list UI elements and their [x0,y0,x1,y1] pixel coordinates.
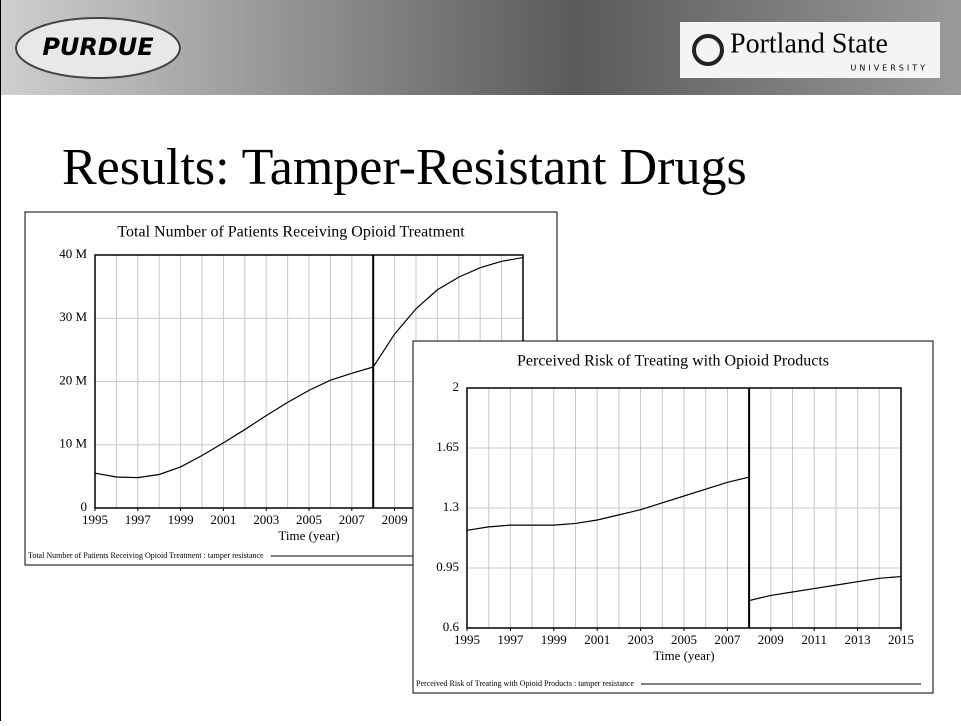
series-line [466,476,902,602]
x-axis-label: Time (year) [653,648,714,663]
series-line [94,256,524,479]
x-tick-label: 2009 [382,512,408,527]
y-tick-label: 1.3 [443,499,459,514]
x-tick-label: 2005 [671,632,697,647]
slide-title: Results: Tamper-Resistant Drugs [62,139,747,196]
x-tick-label: 1997 [497,632,524,647]
purdue-logo-bg [15,17,181,79]
x-tick-label: 2003 [253,512,279,527]
chart-frame [412,340,934,694]
x-tick-label: 2003 [628,632,654,647]
x-tick-label: 1999 [541,632,567,647]
x-axis-label: Time (year) [278,528,339,543]
chart-title: Perceived Risk of Treating with Opioid P… [517,353,829,370]
y-tick-label: 0.95 [436,559,459,574]
x-tick-label: 2005 [296,512,322,527]
x-tick-label: 1995 [454,632,480,647]
legend-label: Total Number of Patients Receiving Opioi… [28,551,264,560]
x-tick-label: 2015 [888,632,914,647]
x-tick-label: 1997 [125,512,152,527]
y-tick-label: 0.6 [443,619,460,634]
psu-logo: Portland State [730,28,888,59]
x-tick-label: 2007 [714,632,741,647]
x-tick-label: 2001 [584,632,610,647]
psu-logo-icon [692,34,724,66]
x-tick-label: 2001 [210,512,236,527]
purdue-logo: PURDUE [42,33,154,61]
x-tick-label: 1995 [82,512,108,527]
y-tick-label: 40 M [59,246,87,261]
x-tick-label: 2007 [339,512,366,527]
y-tick-label: 30 M [59,309,87,324]
x-tick-label: 2011 [801,632,827,647]
chart-title: Total Number of Patients Receiving Opioi… [117,224,465,241]
psu-logo-sub: UNIVERSITY [851,64,929,73]
y-tick-label: 10 M [59,436,87,451]
y-tick-label: 2 [453,379,460,394]
y-tick-label: 0 [81,499,88,514]
x-tick-label: 2013 [845,632,871,647]
y-tick-label: 1.65 [436,439,459,454]
y-tick-label: 20 M [59,372,87,387]
plot-frame [466,387,902,629]
x-tick-label: 1999 [168,512,194,527]
x-tick-label: 2009 [758,632,784,647]
legend-label: Perceived Risk of Treating with Opioid P… [416,679,634,688]
